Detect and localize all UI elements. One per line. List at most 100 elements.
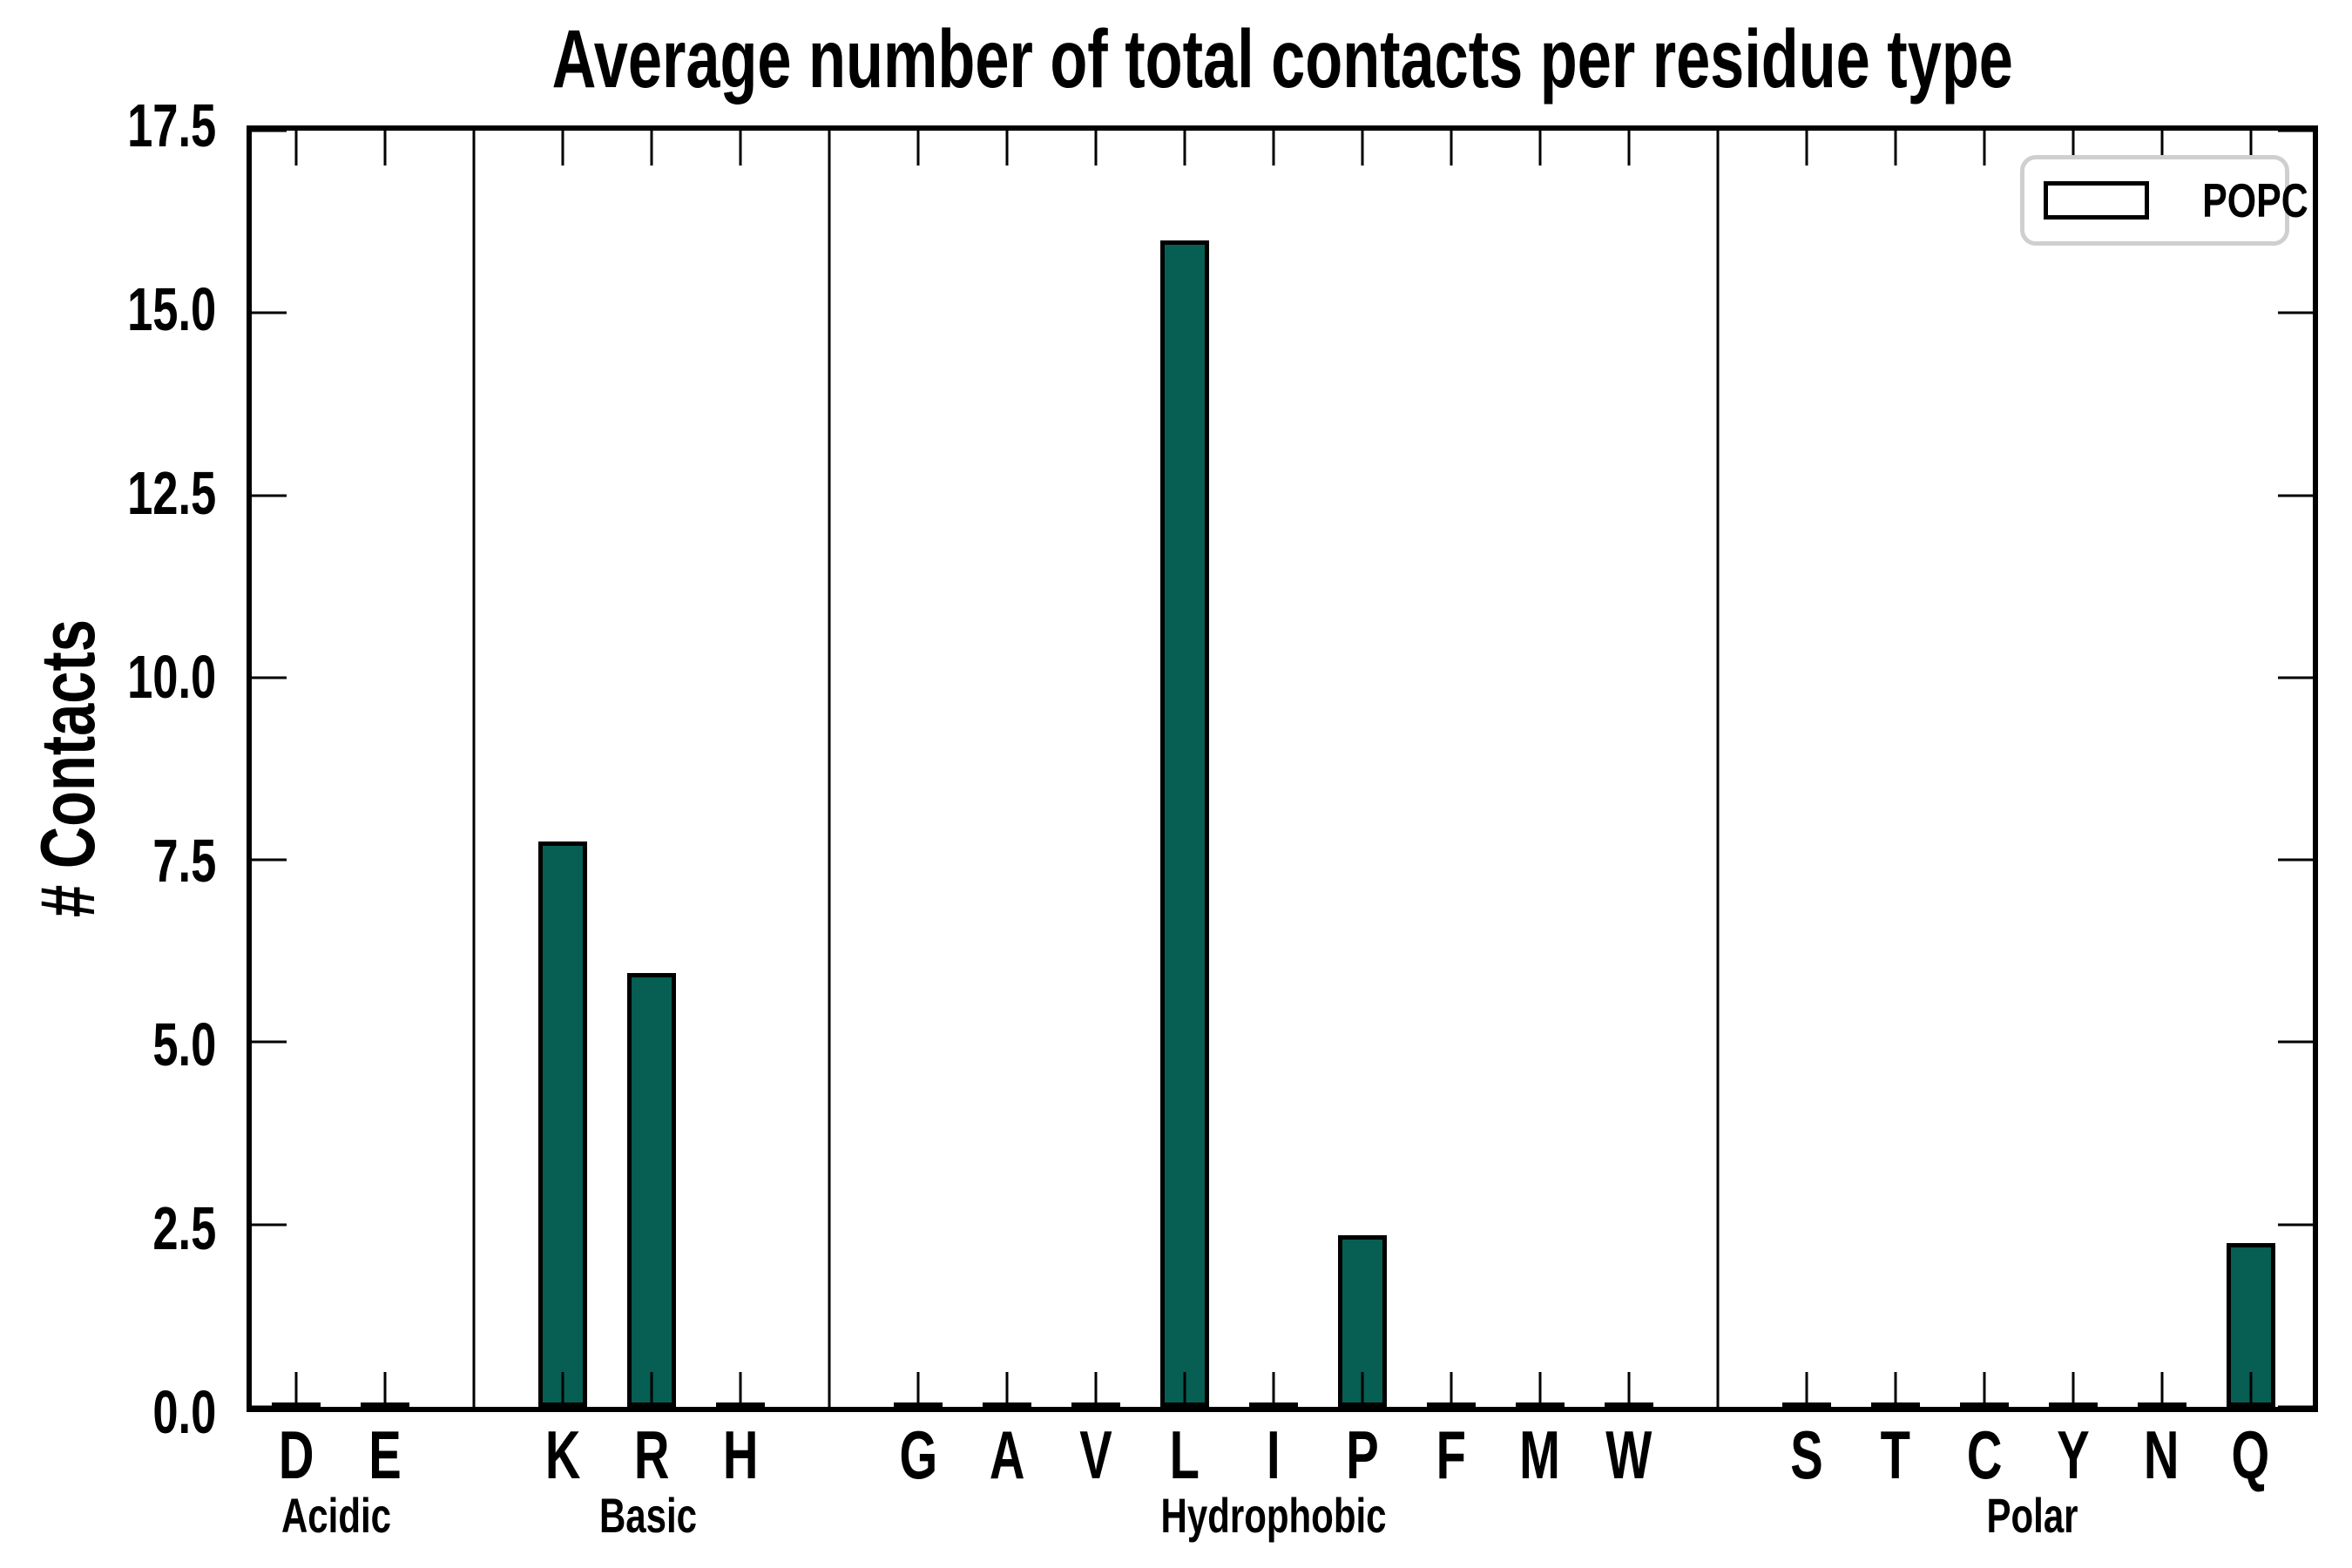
y-axis-tick-labels: 0.0 2.5 5.0 7.5 10.0 12.5 15.0 17.5 (0, 91, 228, 1446)
residue-label-E: E (368, 1416, 402, 1493)
residue-slot-P: P (1318, 131, 1407, 1489)
group-labels-row: Acidic Basic Hydrophobic Polar (247, 1491, 2318, 1544)
y-tick-right (2278, 858, 2313, 862)
residue-slot-A: A (963, 131, 1051, 1489)
x-tick-bottom (1627, 1372, 1631, 1407)
residue-label-S: S (1789, 1416, 1823, 1493)
residue-label-Q: Q (2231, 1416, 2270, 1493)
y-tick-left (252, 676, 287, 679)
residue-slot-R: R (607, 131, 696, 1489)
x-tick-top (294, 131, 298, 166)
y-tick-label-17.5: 17.5 (126, 91, 216, 159)
residue-label-A: A (989, 1416, 1025, 1493)
residue-label-I: I (1267, 1416, 1281, 1493)
residue-slot-C: C (1940, 131, 2029, 1489)
y-tick-left (252, 129, 287, 132)
x-tick-top (1005, 131, 1009, 166)
residue-slot-E: E (341, 131, 429, 1489)
residue-slot-G: G (874, 131, 963, 1489)
residue-label-P: P (1346, 1416, 1379, 1493)
residue-slot-Q: Q (2207, 131, 2295, 1489)
y-tick-left (252, 1223, 287, 1227)
residue-label-K: K (544, 1416, 581, 1493)
bar-L (1159, 240, 1209, 1407)
x-tick-bottom (1538, 1372, 1542, 1407)
group-label-polar: Polar (1986, 1488, 2078, 1543)
y-tick-right (2278, 129, 2313, 132)
y-tick-right (2278, 676, 2313, 679)
residue-label-H: H (722, 1416, 759, 1493)
x-tick-top (650, 131, 653, 166)
residue-slot-Y: Y (2029, 131, 2118, 1489)
y-tick-left (252, 1040, 287, 1044)
residue-slot-F: F (1407, 131, 1496, 1489)
bar-R (626, 972, 676, 1407)
x-tick-top (2072, 131, 2075, 166)
x-tick-top (561, 131, 564, 166)
residue-slot-V: V (1051, 131, 1140, 1489)
residue-label-M: M (1519, 1416, 1561, 1493)
residue-label-T: T (1880, 1416, 1910, 1493)
group-divider (472, 131, 476, 1407)
x-tick-bottom (2072, 1372, 2075, 1407)
residue-slot-K: K (518, 131, 607, 1489)
right-margin-spacer (2295, 131, 2313, 1407)
x-tick-top (2160, 131, 2164, 166)
y-tick-left (252, 311, 287, 314)
residue-label-W: W (1605, 1416, 1652, 1493)
y-tick-label-5.0: 5.0 (152, 1010, 216, 1078)
x-tick-top (1894, 131, 1897, 166)
residue-slot-M: M (1496, 131, 1585, 1489)
chart-title-text: Average number of total contacts per res… (551, 13, 2013, 105)
x-tick-bottom (739, 1372, 742, 1407)
y-tick-right (2278, 494, 2313, 497)
group-label-basic: Basic (599, 1488, 698, 1543)
y-tick-right (2278, 1040, 2313, 1044)
y-tick-left (252, 1405, 287, 1409)
x-tick-bottom (2249, 1372, 2253, 1407)
residue-label-R: R (633, 1416, 670, 1493)
x-tick-bottom (1094, 1372, 1098, 1407)
y-tick-left (252, 494, 287, 497)
x-tick-top (1450, 131, 1453, 166)
x-tick-top (1272, 131, 1275, 166)
x-tick-bottom (1805, 1372, 1808, 1407)
x-tick-bottom (2160, 1372, 2164, 1407)
y-tick-right (2278, 1223, 2313, 1227)
x-tick-bottom (916, 1372, 920, 1407)
residue-slot-W: W (1585, 131, 1673, 1489)
group-divider (828, 131, 831, 1407)
x-tick-top (1538, 131, 1542, 166)
y-tick-label-12.5: 12.5 (126, 459, 216, 527)
group-divider (1716, 131, 1720, 1407)
x-tick-bottom (1183, 1372, 1186, 1407)
bar-K (537, 841, 587, 1407)
x-tick-top (1983, 131, 1986, 166)
legend: POPC (2020, 155, 2308, 246)
x-tick-top (2249, 131, 2253, 166)
group-label-hydrophobic: Hydrophobic (1160, 1488, 1387, 1543)
group-divider-slot (429, 131, 518, 1407)
residue-label-Y: Y (2056, 1416, 2090, 1493)
legend-swatch-popc (2044, 181, 2149, 220)
x-tick-top (1627, 131, 1631, 166)
residue-label-C: C (1966, 1416, 2002, 1493)
x-tick-bottom (1894, 1372, 1897, 1407)
residue-slot-S: S (1762, 131, 1851, 1489)
y-tick-label-7.5: 7.5 (152, 827, 216, 895)
residue-slot-T: T (1851, 131, 1940, 1489)
x-tick-top (739, 131, 742, 166)
group-divider-slot (1673, 131, 1762, 1407)
x-tick-bottom (1361, 1372, 1364, 1407)
group-label-acidic: Acidic (280, 1488, 391, 1543)
residue-slot-L: L (1140, 131, 1229, 1489)
x-tick-top (383, 131, 387, 166)
chart-title: Average number of total contacts per res… (247, 14, 2318, 105)
residue-label-F: F (1436, 1416, 1466, 1493)
residue-slot-H: H (696, 131, 785, 1489)
residue-label-G: G (899, 1416, 937, 1493)
x-tick-bottom (1005, 1372, 1009, 1407)
